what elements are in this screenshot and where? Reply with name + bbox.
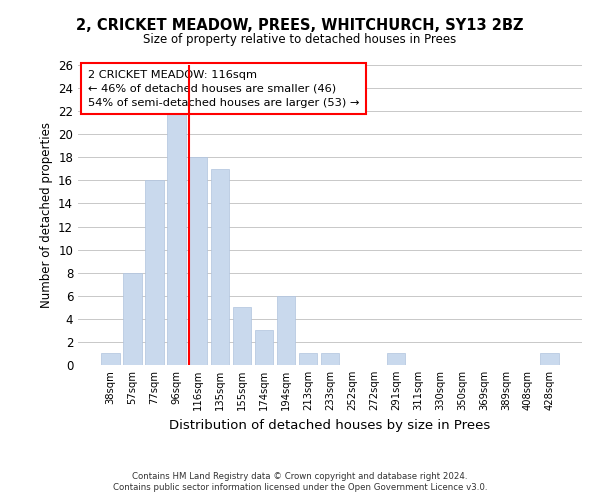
Bar xyxy=(299,354,317,365)
Bar xyxy=(541,354,559,365)
Bar xyxy=(101,354,119,365)
Bar xyxy=(211,169,229,365)
Bar xyxy=(233,308,251,365)
Bar xyxy=(320,354,340,365)
Bar xyxy=(145,180,164,365)
Bar xyxy=(189,158,208,365)
Bar xyxy=(255,330,274,365)
Y-axis label: Number of detached properties: Number of detached properties xyxy=(40,122,53,308)
Text: 2 CRICKET MEADOW: 116sqm
← 46% of detached houses are smaller (46)
54% of semi-d: 2 CRICKET MEADOW: 116sqm ← 46% of detach… xyxy=(88,70,359,108)
X-axis label: Distribution of detached houses by size in Prees: Distribution of detached houses by size … xyxy=(169,418,491,432)
Bar xyxy=(167,111,185,365)
Bar xyxy=(386,354,405,365)
Bar xyxy=(123,272,142,365)
Text: Contains HM Land Registry data © Crown copyright and database right 2024.
Contai: Contains HM Land Registry data © Crown c… xyxy=(113,472,487,492)
Text: Size of property relative to detached houses in Prees: Size of property relative to detached ho… xyxy=(143,32,457,46)
Text: 2, CRICKET MEADOW, PREES, WHITCHURCH, SY13 2BZ: 2, CRICKET MEADOW, PREES, WHITCHURCH, SY… xyxy=(76,18,524,32)
Bar xyxy=(277,296,295,365)
